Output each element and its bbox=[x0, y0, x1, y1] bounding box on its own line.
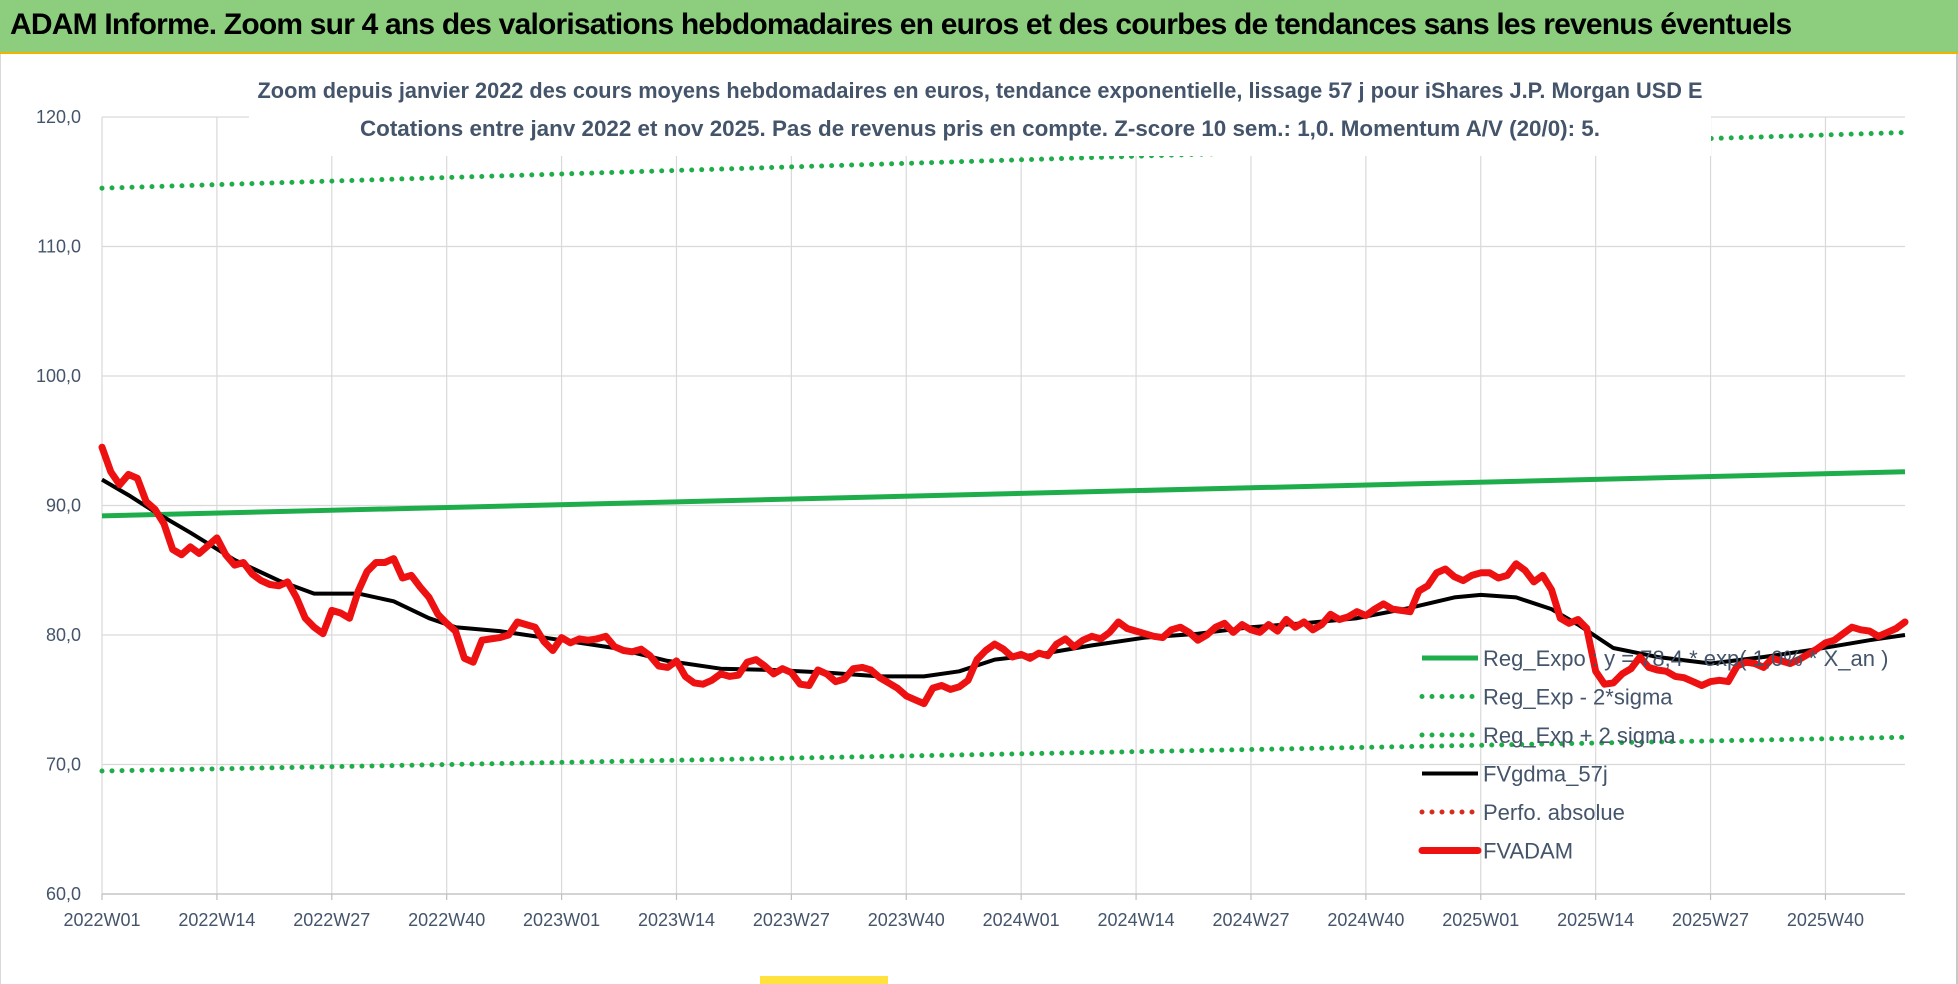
x-tick-label: 2022W14 bbox=[178, 910, 255, 930]
x-tick-label: 2023W27 bbox=[753, 910, 830, 930]
y-tick-label: 110,0 bbox=[37, 237, 81, 257]
series-line-fvadam bbox=[98, 443, 1909, 708]
y-tick-label: 100,0 bbox=[36, 366, 81, 386]
x-tick-label: 2022W27 bbox=[293, 910, 370, 930]
page-title: ADAM Informe. Zoom sur 4 ans des valoris… bbox=[10, 8, 1792, 41]
x-tick-label: 2024W27 bbox=[1212, 910, 1289, 930]
x-tick-label: 2023W40 bbox=[868, 910, 945, 930]
subtitle-backdrop bbox=[249, 62, 1711, 156]
legend: Reg_Expo : y = 78,4 * exp( 1,0% * X_an )… bbox=[1418, 646, 1888, 864]
series-line-reg-exp bbox=[99, 734, 1908, 774]
legend-label-fvgdma-57j: FVgdma_57j bbox=[1483, 762, 1608, 787]
legend-label-perfo-: Perfo. absolue bbox=[1483, 800, 1625, 825]
line-chart: Zoom depuis janvier 2022 des cours moyen… bbox=[36, 62, 1909, 930]
y-axis-ticks: 60,0 70,0 80,0 90,0 100,0 110,0 120,0 bbox=[36, 107, 81, 904]
x-tick-label: 2024W14 bbox=[1098, 910, 1175, 930]
subtitle-line-2: Cotations entre janv 2022 et nov 2025. P… bbox=[360, 116, 1600, 141]
x-tick-label: 2025W40 bbox=[1787, 910, 1864, 930]
x-axis-ticks: 2022W01 2022W14 2022W27 2022W40 2023W01 2023W… bbox=[63, 893, 1905, 930]
series-line-reg-exp bbox=[99, 130, 1908, 191]
x-tick-label: 2022W01 bbox=[63, 910, 140, 930]
series-line-reg-expo bbox=[101, 469, 1906, 519]
x-tick-label: 2022W40 bbox=[408, 910, 485, 930]
x-tick-label: 2024W01 bbox=[983, 910, 1060, 930]
title-banner: ADAM Informe. Zoom sur 4 ans des valoris… bbox=[0, 0, 1958, 54]
x-tick-label: 2025W27 bbox=[1672, 910, 1749, 930]
x-tick-label: 2024W40 bbox=[1327, 910, 1404, 930]
legend-label-fvadam: FVADAM bbox=[1483, 839, 1573, 864]
x-tick-label: 2023W01 bbox=[523, 910, 600, 930]
legend-label-reg-exp: Reg_Exp + 2 sigma bbox=[1483, 723, 1676, 748]
legend-label-reg-expo: Reg_Expo : y = 78,4 * exp( 1,0% * X_an ) bbox=[1483, 646, 1888, 671]
legend-label-reg-exp: Reg_Exp - 2*sigma bbox=[1483, 685, 1673, 710]
bottom-accent-strip bbox=[760, 976, 888, 984]
y-tick-label: 90,0 bbox=[46, 496, 81, 516]
y-tick-label: 60,0 bbox=[46, 884, 81, 904]
x-tick-label: 2025W01 bbox=[1442, 910, 1519, 930]
y-tick-label: 80,0 bbox=[46, 625, 81, 645]
y-tick-label: 70,0 bbox=[46, 755, 81, 775]
gridlines bbox=[101, 116, 1905, 895]
subtitle-line-1: Zoom depuis janvier 2022 des cours moyen… bbox=[258, 78, 1703, 103]
series-layer bbox=[98, 130, 1909, 774]
y-tick-label: 120,0 bbox=[36, 107, 81, 127]
x-tick-label: 2023W14 bbox=[638, 910, 715, 930]
chart-frame: Zoom depuis janvier 2022 des cours moyen… bbox=[0, 54, 1958, 984]
x-tick-label: 2025W14 bbox=[1557, 910, 1634, 930]
